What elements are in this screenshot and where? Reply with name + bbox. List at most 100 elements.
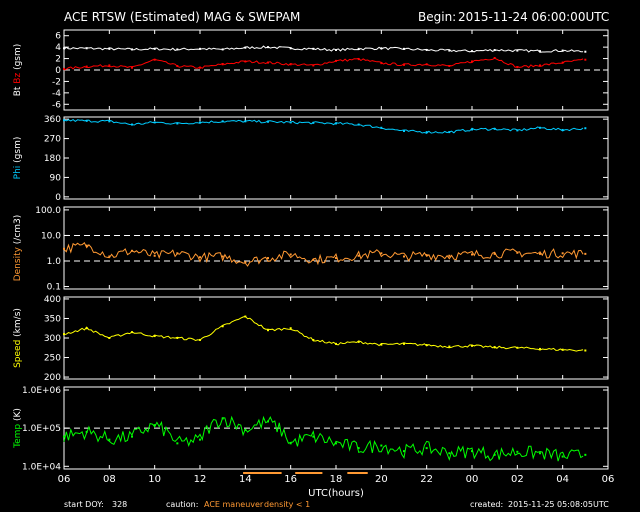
series-bt	[63, 45, 584, 53]
point-temp	[267, 420, 269, 423]
point-bz	[267, 61, 269, 64]
point-phi	[221, 120, 224, 123]
point-phi	[153, 121, 156, 124]
point-phi	[108, 120, 111, 123]
point-density	[312, 258, 315, 261]
point-phi	[539, 126, 541, 129]
point-density	[176, 252, 179, 255]
point-temp	[516, 450, 519, 453]
ytick-label-density: 0.1	[47, 283, 61, 293]
point-bz	[176, 65, 179, 67]
point-bt	[539, 50, 541, 53]
point-speed	[85, 327, 88, 330]
point-bt	[380, 47, 383, 50]
point-bz	[516, 66, 519, 69]
ytick-label-mag: -6	[52, 100, 61, 110]
point-density	[448, 254, 451, 257]
ylabel-speed: Speed (km/s)	[13, 308, 23, 368]
ytick-label-speed: 400	[44, 295, 61, 305]
point-density	[539, 252, 541, 255]
point-temp	[131, 435, 133, 438]
point-bt	[244, 46, 247, 49]
point-bz	[85, 65, 88, 68]
point-bt	[199, 47, 201, 50]
point-bz	[131, 66, 133, 69]
point-bz	[199, 66, 201, 69]
ylabel-part: Density	[13, 246, 23, 281]
point-phi	[403, 130, 405, 133]
point-bt	[561, 49, 564, 52]
point-temp	[199, 438, 201, 441]
point-speed	[267, 329, 269, 332]
point-phi	[425, 131, 428, 134]
point-phi	[516, 129, 519, 132]
xtick-label: 14	[239, 474, 252, 485]
ytick-label-temp: 1.0E+06	[22, 386, 61, 396]
point-phi	[289, 121, 292, 124]
point-bz	[108, 64, 111, 67]
ytick-label-speed: 300	[44, 334, 61, 344]
series-bz	[63, 57, 584, 71]
point-density	[199, 256, 201, 259]
ytick-label-phi: 180	[44, 154, 61, 164]
point-density	[584, 252, 587, 255]
point-density	[380, 252, 383, 255]
point-temp	[493, 453, 496, 456]
point-speed	[539, 347, 541, 350]
point-phi	[380, 126, 383, 129]
chart-title: ACE RTSW (Estimated) MAG & SWEPAM	[64, 10, 301, 24]
point-speed	[153, 335, 156, 338]
point-temp	[85, 430, 88, 433]
point-density	[493, 252, 496, 255]
point-density	[335, 257, 337, 260]
point-speed	[63, 333, 65, 336]
series-density	[63, 242, 584, 267]
point-temp	[108, 438, 111, 441]
point-density	[153, 254, 156, 257]
series-speed	[63, 315, 584, 352]
point-speed	[176, 337, 179, 339]
ylabel-part: (gsm)	[13, 137, 23, 166]
point-temp	[471, 450, 473, 453]
xtick-label: 08	[103, 474, 116, 485]
point-bt	[176, 48, 179, 51]
point-speed	[244, 315, 247, 318]
point-bz	[425, 63, 428, 66]
ylabel-part: Speed	[13, 340, 23, 368]
point-phi	[199, 121, 201, 124]
ytick-label-temp: 1.0E+05	[22, 424, 61, 434]
point-speed	[357, 340, 360, 343]
point-density	[131, 249, 133, 252]
point-phi	[244, 120, 247, 123]
caution-maneuver: ACE maneuver	[204, 500, 264, 509]
point-bt	[584, 50, 587, 53]
point-density	[85, 244, 88, 247]
point-speed	[516, 346, 519, 349]
point-speed	[108, 337, 111, 339]
ylabel-phi: Phi (gsm)	[13, 137, 23, 180]
xtick-label: 06	[602, 474, 615, 485]
xtick-label: 20	[375, 474, 388, 485]
begin-value: 2015-11-24 06:00:00UTC	[458, 10, 610, 24]
point-bz	[448, 65, 451, 67]
point-phi	[448, 131, 451, 134]
ylabel-part: Bz	[13, 73, 23, 87]
point-speed	[380, 343, 383, 346]
point-speed	[131, 331, 133, 334]
point-phi	[131, 123, 133, 126]
ytick-label-mag: -4	[52, 89, 61, 99]
point-density	[516, 251, 519, 254]
point-temp	[244, 428, 247, 431]
point-bt	[267, 46, 269, 49]
point-density	[244, 261, 247, 264]
point-bt	[131, 48, 133, 51]
point-speed	[471, 344, 473, 347]
point-bz	[380, 62, 383, 65]
point-bt	[493, 49, 496, 51]
ylabel-part: (/cm3)	[13, 215, 23, 247]
point-temp	[539, 452, 541, 455]
ylabel-density: Density (/cm3)	[13, 215, 23, 282]
point-speed	[312, 338, 315, 341]
ytick-label-mag: 0	[55, 66, 61, 76]
point-speed	[561, 348, 564, 351]
